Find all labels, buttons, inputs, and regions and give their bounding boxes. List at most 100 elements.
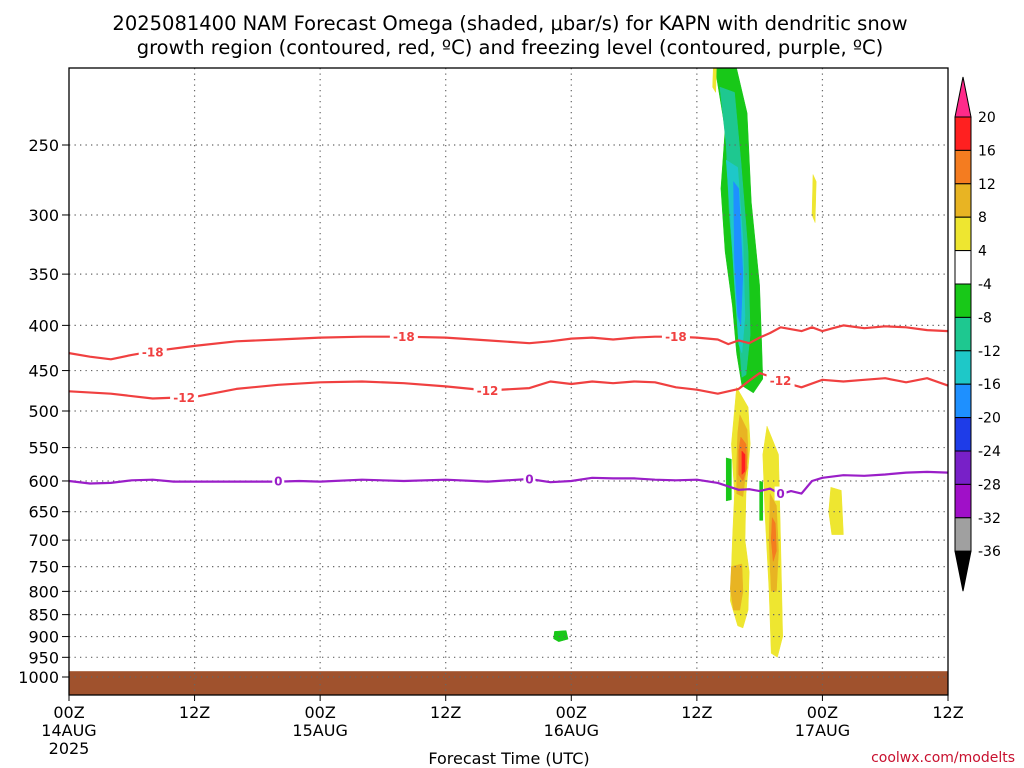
colorbar-bin — [954, 350, 972, 385]
y-tick-label: 450 — [28, 362, 59, 381]
colorbar-bin — [954, 483, 972, 519]
colorbar-tick-label: -4 — [978, 277, 992, 293]
colorbar-tick-label: -8 — [978, 310, 992, 326]
contour-label: -18 — [665, 330, 687, 344]
x-tick-time: 12Z — [932, 703, 963, 722]
x-tick-time: 00Z — [807, 703, 838, 722]
x-tick-time: 12Z — [681, 703, 712, 722]
y-tick-label: 750 — [28, 558, 59, 577]
omega-region-4 — [712, 68, 717, 93]
terrain-layer — [69, 671, 948, 695]
y-axis-ticks: 250 300 350 400 450 500 550 600 650 700 750 800 850 9… — [18, 136, 69, 687]
contour-line-1 — [69, 372, 948, 400]
colorbar-bin — [954, 250, 972, 285]
colorbar-bottom-arrow — [954, 550, 972, 592]
colorbar-tick-label: 8 — [978, 210, 987, 226]
omega-region-5 — [811, 174, 817, 223]
x-tick-time: 12Z — [179, 703, 210, 722]
x-tick-year: 2025 — [49, 739, 90, 758]
colorbar-tick-label: 20 — [978, 110, 996, 126]
y-tick-label: 300 — [28, 206, 59, 225]
x-tick-time: 12Z — [430, 703, 461, 722]
y-tick-label: 550 — [28, 439, 59, 458]
grid-layer — [69, 68, 948, 695]
colorbar-bin — [954, 316, 972, 352]
y-tick-label: 850 — [28, 606, 59, 625]
colorbar: 20 16 12 8 4 -4 -8 -12 -16 -20 -24 -28 -32 -36 — [954, 76, 1001, 592]
contour-label: -12 — [477, 384, 499, 398]
contour-label: -12 — [770, 374, 792, 388]
credit-text: coolwx.com/modelts — [871, 750, 1015, 766]
x-tick-date: 15AUG — [292, 721, 347, 740]
colorbar-tick-label: -36 — [978, 544, 1001, 560]
y-tick-label: 950 — [28, 648, 59, 667]
omega-shading-layer — [553, 68, 844, 658]
contour-label-bg — [661, 329, 690, 344]
y-tick-label: 600 — [28, 472, 59, 491]
contour-label: 0 — [776, 487, 784, 501]
omega-region-15 — [725, 457, 732, 502]
colorbar-tick-label: -24 — [978, 444, 1001, 460]
omega-region-10 — [730, 563, 744, 611]
contour-label-bg — [766, 373, 795, 388]
contour-label-bg — [389, 329, 418, 344]
contour-layer: -18 -18 -18 -12 -12 -12 0 0 0 — [69, 324, 948, 501]
colorbar-bin — [954, 417, 972, 452]
x-axis-label: Forecast Time (UTC) — [428, 749, 589, 768]
omega-region-9 — [741, 450, 746, 475]
x-tick-date: 17AUG — [795, 721, 850, 740]
colorbar-tick-label: -28 — [978, 477, 1001, 493]
plot-frame — [68, 67, 949, 696]
contour-label-bg — [523, 472, 536, 487]
colorbar-bin — [954, 116, 972, 151]
contour-label: 0 — [525, 473, 533, 487]
contour-label-bg — [774, 486, 787, 501]
colorbar-bin — [954, 216, 972, 252]
y-tick-label: 650 — [28, 503, 59, 522]
y-tick-label: 500 — [28, 402, 59, 421]
omega-region-17 — [553, 630, 569, 642]
chart-title-line-2: growth region (contoured, red, ºC) and f… — [137, 36, 884, 59]
colorbar-bin — [954, 149, 972, 185]
colorbar-tick-label: -16 — [978, 377, 1001, 393]
contour-label: -18 — [142, 346, 164, 360]
x-tick-time: 00Z — [304, 703, 335, 722]
contour-label: -12 — [173, 391, 195, 405]
y-tick-label: 700 — [28, 531, 59, 550]
contour-label-bg — [272, 473, 285, 488]
colorbar-bin — [954, 183, 972, 218]
colorbar-tick-label: 12 — [978, 177, 996, 193]
colorbar-tick-label: 4 — [978, 244, 987, 260]
contour-line-2 — [69, 470, 948, 496]
colorbar-top-arrow — [954, 76, 972, 118]
colorbar-bin — [954, 383, 972, 419]
x-tick-time: 00Z — [556, 703, 587, 722]
omega-region-14 — [828, 487, 844, 535]
y-tick-label: 400 — [28, 316, 59, 335]
colorbar-tick-label: -12 — [978, 344, 1001, 360]
x-tick-date: 16AUG — [544, 721, 599, 740]
contour-line-0 — [69, 324, 948, 361]
x-tick-time: 00Z — [53, 703, 84, 722]
contour-label: 0 — [274, 474, 282, 488]
y-tick-label: 250 — [28, 136, 59, 155]
contour-label-bg — [170, 390, 199, 405]
contour-label-bg — [138, 345, 167, 360]
colorbar-tick-label: -32 — [978, 511, 1001, 527]
y-tick-label: 800 — [28, 582, 59, 601]
contour-label: -18 — [393, 330, 415, 344]
chart-title-line-1: 2025081400 NAM Forecast Omega (shaded, μ… — [112, 12, 907, 35]
colorbar-bin — [954, 517, 972, 552]
colorbar-tick-label: -20 — [978, 411, 1001, 427]
terrain-fill — [69, 671, 948, 695]
colorbar-tick-label: 16 — [978, 143, 996, 159]
colorbar-bin — [954, 450, 972, 485]
omega-region-16 — [759, 480, 764, 521]
y-tick-label: 900 — [28, 628, 59, 647]
y-tick-label: 1000 — [18, 668, 59, 687]
colorbar-bin — [954, 283, 972, 318]
omega-region-13 — [770, 517, 777, 562]
x-tick-date: 14AUG — [41, 721, 96, 740]
contour-label-bg — [473, 383, 502, 398]
